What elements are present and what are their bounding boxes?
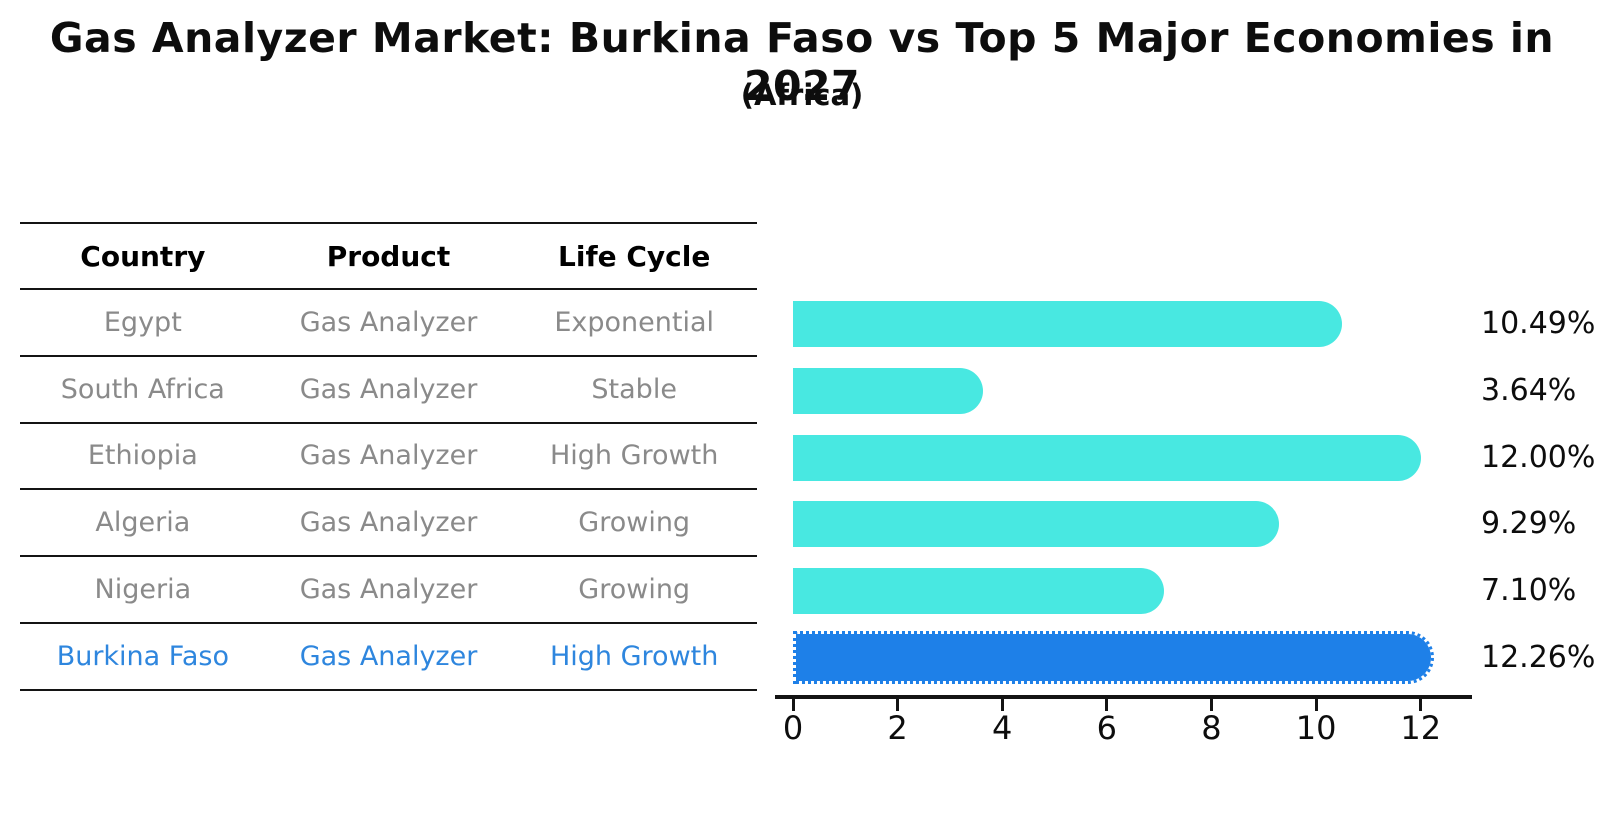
x-tick-mark-8 — [1209, 697, 1213, 711]
bar-egypt — [793, 301, 1342, 347]
table-row-burkina-faso: Burkina Faso Gas Analyzer High Growth — [20, 624, 757, 691]
column-header-life-cycle: Life Cycle — [558, 239, 711, 273]
cell-product: Gas Analyzer — [299, 440, 478, 472]
cell-product: Gas Analyzer — [299, 640, 478, 672]
country-table: Country Product Life Cycle Egypt Gas Analyz… — [20, 222, 757, 691]
table-row-egypt: Egypt Gas Analyzer Exponential — [20, 290, 757, 357]
bar-row-ethiopia — [793, 424, 1473, 491]
cell-country: Nigeria — [94, 574, 192, 606]
x-tick-label-10: 10 — [1295, 709, 1337, 747]
cell-life-cycle: Growing — [578, 574, 691, 606]
cell-product: Gas Analyzer — [299, 507, 478, 539]
cell-country: Egypt — [103, 306, 182, 338]
bar-ethiopia — [793, 434, 1421, 481]
bar-plot — [793, 290, 1473, 691]
cell-product: Gas Analyzer — [299, 306, 478, 338]
bar-algeria — [793, 501, 1279, 548]
x-tick-mark-4 — [1000, 697, 1004, 711]
table-body: Egypt Gas Analyzer Exponential South Africa… — [20, 290, 757, 691]
chart-subtitle: (Africa) — [740, 78, 864, 112]
x-tick-label-6: 6 — [1096, 709, 1118, 747]
bar-nigeria — [793, 568, 1165, 615]
cell-life-cycle: High Growth — [549, 440, 719, 472]
x-tick-label-4: 4 — [992, 709, 1013, 747]
cell-product: Gas Analyzer — [299, 574, 478, 606]
value-label-south-africa: 3.64% — [1481, 372, 1577, 408]
x-tick-mark-2 — [896, 697, 900, 711]
table-row-south-africa: South Africa Gas Analyzer Stable — [20, 357, 757, 424]
cell-life-cycle: Growing — [578, 507, 691, 539]
value-labels: 10.49% 3.64% 12.00% 9.29% 7.10% 12.26% — [1481, 290, 1604, 691]
table-row-nigeria: Nigeria Gas Analyzer Growing — [20, 557, 757, 624]
bar-row-south-africa — [793, 357, 1473, 424]
column-header-country: Country — [80, 239, 206, 273]
cell-country: Algeria — [95, 507, 191, 539]
cell-life-cycle: Stable — [591, 373, 677, 405]
x-tick-mark-0 — [791, 697, 795, 711]
cell-life-cycle: High Growth — [549, 640, 719, 672]
x-tick-label-8: 8 — [1201, 709, 1222, 747]
table-header-row: Country Product Life Cycle — [20, 222, 757, 290]
value-label-nigeria: 7.10% — [1481, 573, 1577, 609]
value-label-algeria: 9.29% — [1481, 506, 1577, 542]
cell-product: Gas Analyzer — [299, 373, 478, 405]
x-tick-label-2: 2 — [887, 709, 908, 747]
bar-burkina-faso — [793, 631, 1435, 685]
cell-country: Burkina Faso — [56, 640, 229, 672]
chart-title: Gas Analyzer Market: Burkina Faso vs Top… — [49, 14, 1555, 110]
x-tick-label-12: 12 — [1400, 709, 1442, 747]
value-label-egypt: 10.49% — [1481, 305, 1596, 341]
cell-country: South Africa — [60, 373, 225, 405]
table-row-algeria: Algeria Gas Analyzer Growing — [20, 490, 757, 558]
x-tick-mark-12 — [1419, 697, 1423, 711]
value-label-burkina-faso: 12.26% — [1481, 640, 1596, 676]
bar-row-algeria — [793, 490, 1473, 557]
bar-row-nigeria — [793, 557, 1473, 624]
x-axis-line — [775, 695, 1472, 699]
bar-row-egypt — [793, 290, 1473, 357]
table-row-ethiopia: Ethiopia Gas Analyzer High Growth — [20, 424, 757, 491]
cell-life-cycle: Exponential — [554, 306, 715, 338]
x-tick-label-0: 0 — [782, 709, 804, 747]
bar-row-burkina-faso — [793, 624, 1473, 691]
x-tick-mark-6 — [1105, 697, 1109, 711]
bar-south-africa — [793, 367, 984, 414]
x-tick-mark-10 — [1314, 697, 1318, 711]
x-axis-ticks: 0 2 4 6 8 10 12 — [783, 695, 1473, 750]
cell-country: Ethiopia — [87, 440, 198, 472]
value-label-ethiopia: 12.00% — [1481, 439, 1596, 475]
column-header-product: Product — [326, 239, 451, 273]
